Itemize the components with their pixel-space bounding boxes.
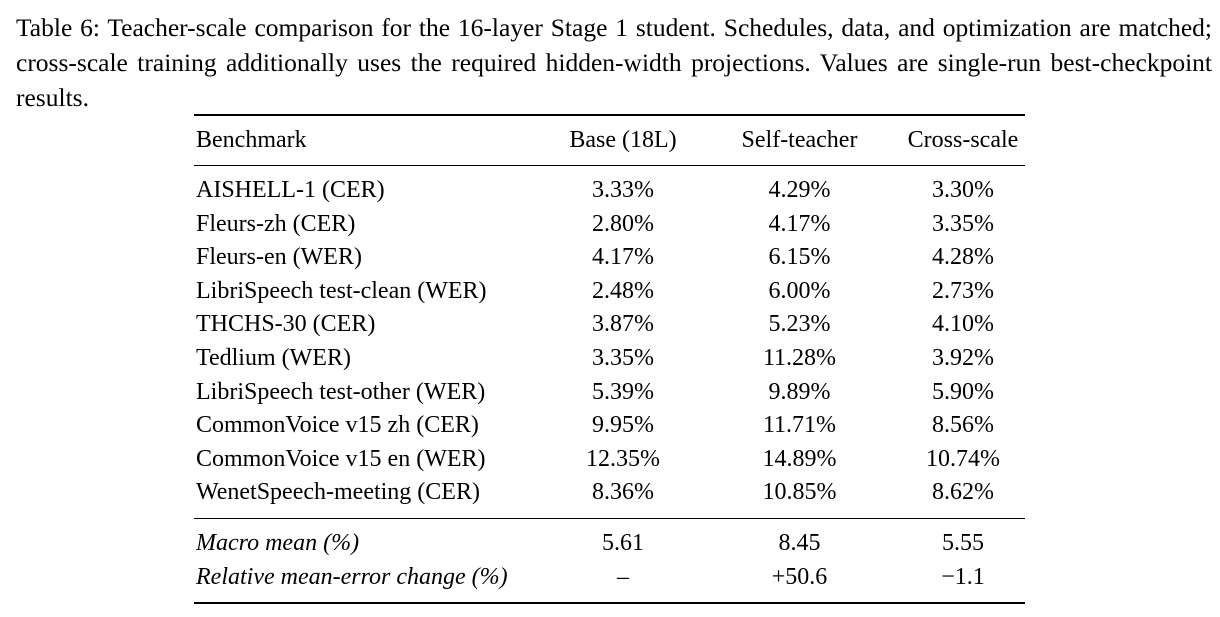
cell-cross-scale: 4.28% xyxy=(932,244,994,271)
summary-row: Macro mean (%) 5.61 8.45 5.55 xyxy=(194,517,1025,561)
cell-cross-scale: −1.1 xyxy=(901,560,1025,605)
cell-benchmark: Relative mean-error change (%) xyxy=(194,560,548,605)
cell-cross-scale: 2.73% xyxy=(932,277,994,304)
table-row: Tedlium (WER) 3.35% 11.28% 3.92% xyxy=(194,342,1025,376)
cell-cross-scale: 5.90% xyxy=(932,378,994,405)
table-row: CommonVoice v15 en (WER) 12.35% 14.89% 10.7… xyxy=(194,443,1025,477)
cell-cross-scale: 4.10% xyxy=(932,311,994,338)
table-row: Fleurs-zh (CER) 2.80% 4.17% 3.35% xyxy=(194,208,1025,242)
cell-base: 4.17% xyxy=(592,244,654,271)
cell-base: 5.61 xyxy=(548,517,698,561)
table-row: WenetSpeech-meeting (CER) 8.36% 10.85% 8.62… xyxy=(194,476,1025,518)
table-caption: Table 6: Teacher-scale comparison for th… xyxy=(16,13,1212,112)
cell-benchmark: Macro mean (%) xyxy=(194,517,548,561)
cell-benchmark: THCHS-30 (CER) xyxy=(196,311,376,338)
header-self-teacher: Self-teacher xyxy=(698,114,901,166)
cell-self-teacher: 6.00% xyxy=(768,277,831,304)
cell-cross-scale: 8.56% xyxy=(932,412,994,439)
cell-base: 12.35% xyxy=(586,445,660,472)
cell-self-teacher: 8.45 xyxy=(698,517,901,561)
cell-self-teacher: 11.71% xyxy=(762,412,837,439)
cell-cross-scale: 10.74% xyxy=(926,445,1000,472)
cell-cross-scale: 3.30% xyxy=(932,177,994,203)
cell-base: 9.95% xyxy=(592,412,654,439)
table-row: THCHS-30 (CER) 3.87% 5.23% 4.10% xyxy=(194,308,1025,342)
cell-base: 2.48% xyxy=(592,277,654,304)
cell-base: 8.36% xyxy=(592,479,654,506)
cell-benchmark: WenetSpeech-meeting (CER) xyxy=(196,479,480,506)
summary-rows: Macro mean (%) 5.61 8.45 5.55 Relative mean-… xyxy=(194,517,1025,605)
table-header-row: Benchmark Base (18L) Self-teacher Cross-… xyxy=(194,114,1025,166)
cell-benchmark: CommonVoice v15 zh (CER) xyxy=(196,412,479,439)
cell-self-teacher: 10.85% xyxy=(762,479,837,506)
summary-row: Relative mean-error change (%) – +50.6 −1.1 xyxy=(194,560,1025,605)
cell-self-teacher: +50.6 xyxy=(698,560,901,605)
cell-self-teacher: 4.17% xyxy=(768,210,831,237)
cell-benchmark: Tedlium (WER) xyxy=(196,344,351,371)
cell-cross-scale: 5.55 xyxy=(901,517,1025,561)
table-row: LibriSpeech test-clean (WER) 2.48% 6.00% 2.… xyxy=(194,275,1025,309)
table-row: AISHELL-1 (CER) 3.33% 4.29% 3.30% xyxy=(194,166,1025,208)
header-cross-scale: Cross-scale xyxy=(901,114,1025,166)
cell-self-teacher: 4.29% xyxy=(768,177,831,203)
cell-benchmark: Fleurs-en (WER) xyxy=(196,244,362,271)
cell-cross-scale: 8.62% xyxy=(932,479,994,506)
header-benchmark: Benchmark xyxy=(194,114,548,166)
cell-self-teacher: 9.89% xyxy=(768,378,831,405)
cell-self-teacher: 5.23% xyxy=(768,311,831,338)
table-row: LibriSpeech test-other (WER) 5.39% 9.89% 5.… xyxy=(194,376,1025,410)
results-table: Benchmark Base (18L) Self-teacher Cross-… xyxy=(194,114,1025,605)
cell-benchmark: CommonVoice v15 en (WER) xyxy=(196,445,486,472)
cell-benchmark: Fleurs-zh (CER) xyxy=(196,210,356,237)
cell-base: 3.35% xyxy=(592,344,654,371)
table-row: Fleurs-en (WER) 4.17% 6.15% 4.28% xyxy=(194,241,1025,275)
cell-self-teacher: 6.15% xyxy=(768,244,831,271)
cell-self-teacher: 14.89% xyxy=(762,445,837,472)
header-base: Base (18L) xyxy=(548,114,698,166)
cell-self-teacher: 11.28% xyxy=(762,344,837,371)
cell-benchmark: LibriSpeech test-clean (WER) xyxy=(196,277,487,304)
cell-cross-scale: 3.92% xyxy=(932,344,994,371)
cell-base: 3.87% xyxy=(592,311,654,338)
cell-base: 2.80% xyxy=(592,210,654,237)
table-row: CommonVoice v15 zh (CER) 9.95% 11.71% 8.56% xyxy=(194,409,1025,443)
benchmark-rows: AISHELL-1 (CER) 3.33% 4.29% 3.30% Fleurs-zh … xyxy=(194,166,1025,519)
cell-benchmark: LibriSpeech test-other (WER) xyxy=(196,378,486,405)
cell-cross-scale: 3.35% xyxy=(932,210,994,237)
cell-base: 3.33% xyxy=(592,177,654,203)
cell-base: – xyxy=(548,560,698,605)
cell-benchmark: AISHELL-1 (CER) xyxy=(196,177,385,203)
cell-base: 5.39% xyxy=(592,378,654,405)
